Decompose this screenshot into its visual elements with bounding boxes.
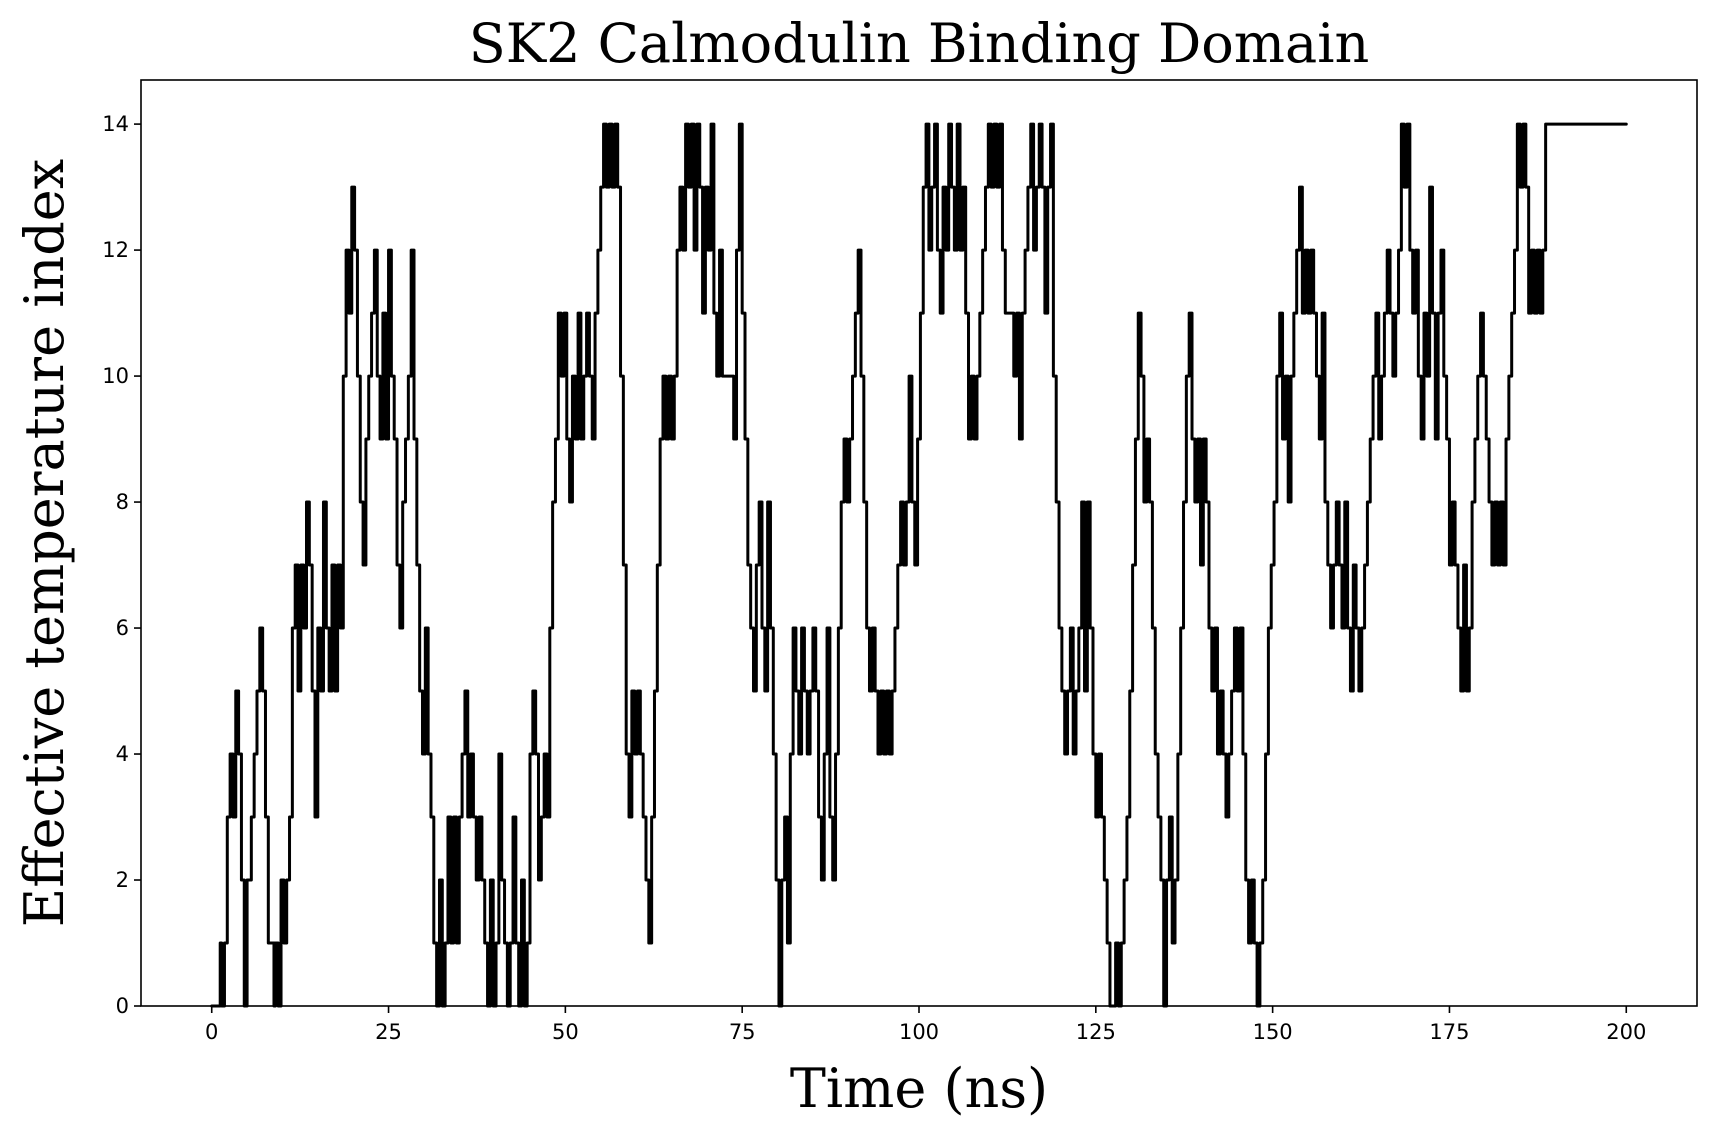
- y-tick-label: 12: [102, 238, 129, 262]
- x-axis: 0 25 50 75 100 125 150 175 200: [205, 1006, 1646, 1044]
- y-tick-label: 10: [102, 364, 129, 388]
- y-tick-label: 0: [116, 994, 129, 1018]
- y-tick-label: 6: [116, 616, 129, 640]
- chart-title: SK2 Calmodulin Binding Domain: [469, 12, 1370, 75]
- y-tick-label: 2: [116, 868, 129, 892]
- y-axis: 0 2 4 6 8 10 12 14: [102, 112, 141, 1018]
- x-tick-label: 50: [552, 1020, 579, 1044]
- x-tick-label: 0: [205, 1020, 218, 1044]
- y-tick-label: 14: [102, 112, 129, 136]
- y-axis-label: Effective temperature index: [13, 159, 76, 927]
- series-line: [210, 122, 1628, 1008]
- y-tick-label: 4: [116, 742, 129, 766]
- x-tick-label: 175: [1429, 1020, 1469, 1044]
- x-tick-label: 25: [375, 1020, 402, 1044]
- x-axis-label: Time (ns): [790, 1057, 1048, 1120]
- x-tick-label: 200: [1606, 1020, 1646, 1044]
- x-tick-label: 100: [899, 1020, 939, 1044]
- x-tick-label: 75: [729, 1020, 756, 1044]
- y-tick-label: 8: [116, 490, 129, 514]
- x-tick-label: 125: [1076, 1020, 1116, 1044]
- x-tick-label: 150: [1253, 1020, 1293, 1044]
